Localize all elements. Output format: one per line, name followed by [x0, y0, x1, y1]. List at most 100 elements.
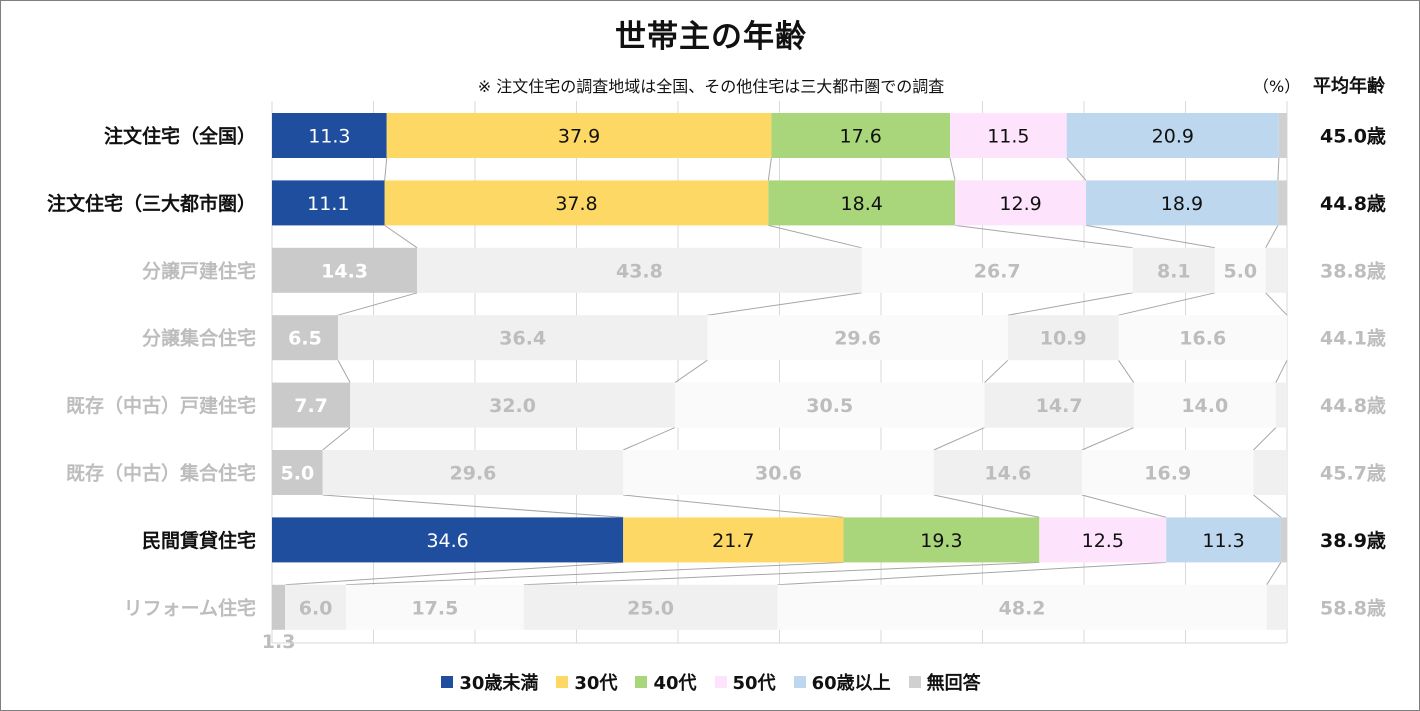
- legend: 30歳未満 30代 40代 50代 60歳以上 無回答: [1, 669, 1419, 695]
- data-label: 6.5: [288, 328, 322, 350]
- chart-subtitle: ※ 注文住宅の調査地域は全国、その他住宅は三大都市圏での調査: [477, 77, 945, 96]
- data-label: 36.4: [499, 328, 546, 350]
- bar-segment: [1066, 113, 1279, 158]
- bar-segment: [1280, 517, 1287, 563]
- bar-segment: [861, 247, 1133, 293]
- connector-line: [933, 427, 985, 451]
- connector-line: [933, 494, 1040, 518]
- connector-line: [707, 292, 862, 316]
- connector-line: [384, 157, 388, 181]
- category-label: 民間賃貸住宅: [142, 529, 256, 552]
- data-label: 29.6: [450, 463, 497, 485]
- connector-line: [1277, 157, 1280, 181]
- category-label: 分譲集合住宅: [142, 327, 256, 350]
- bar-segment: [272, 517, 624, 563]
- data-label: 30.5: [806, 395, 853, 417]
- connector-line: [984, 359, 1009, 383]
- data-label: 18.4: [841, 193, 883, 215]
- data-label: 8.1: [1157, 260, 1191, 282]
- legend-swatch: [908, 676, 921, 688]
- average-age-value: 58.8歳: [1320, 597, 1386, 619]
- bar-segment: [984, 382, 1134, 428]
- connector-line: [523, 561, 1040, 586]
- connector-line: [285, 561, 624, 586]
- category-label: 分譲戸建住宅: [142, 259, 256, 282]
- bar-segment: [417, 247, 862, 293]
- data-label: 29.6: [834, 328, 881, 350]
- category-label: 既存（中古）集合住宅: [66, 462, 256, 485]
- legend-item: 40代: [635, 669, 697, 695]
- connector-line: [1081, 494, 1167, 518]
- average-age-header: 平均年齢: [1313, 76, 1385, 97]
- connector-line: [1066, 157, 1087, 181]
- bar-segment: [1278, 113, 1287, 158]
- data-label: 17.5: [411, 597, 458, 619]
- bar-segment: [1007, 315, 1119, 361]
- legend-label: 40代: [653, 673, 697, 694]
- legend-swatch: [635, 676, 648, 688]
- connector-line: [1007, 292, 1133, 316]
- data-label: 19.3: [920, 530, 962, 552]
- bar-segment: [933, 450, 1082, 495]
- connector-line: [1118, 292, 1216, 316]
- bar-segment: [272, 247, 418, 293]
- connector-line: [1265, 292, 1288, 316]
- bar-segment: [272, 113, 387, 158]
- data-label: 34.6: [426, 530, 468, 552]
- bar-segment: [272, 180, 385, 226]
- legend-label: 50代: [732, 673, 776, 694]
- connector-line: [777, 561, 1167, 586]
- category-label: 既存（中古）戸建住宅: [66, 394, 256, 417]
- legend-item: 30歳未満: [441, 669, 538, 695]
- bar-segment: [1081, 450, 1254, 495]
- connector-line: [674, 359, 708, 384]
- connector-line: [955, 224, 1133, 249]
- connector-line: [337, 292, 418, 316]
- category-label: 注文住宅（全国）: [104, 125, 256, 148]
- data-label: 43.8: [616, 260, 663, 282]
- data-label: 11.3: [1202, 530, 1244, 552]
- data-label: 5.0: [1223, 260, 1257, 282]
- bar-segment: [1253, 450, 1287, 495]
- bar-segment: [386, 113, 772, 158]
- data-label: 14.0: [1181, 395, 1228, 417]
- bar-segment: [1265, 247, 1287, 293]
- average-age-value: 38.8歳: [1320, 260, 1386, 282]
- bar-segment: [350, 382, 675, 428]
- legend-item: 60歳以上: [793, 669, 891, 695]
- data-label: 14.6: [984, 463, 1031, 485]
- data-label: 18.9: [1161, 193, 1203, 215]
- bar-segment: [523, 584, 778, 630]
- legend-swatch: [556, 676, 569, 688]
- data-label: 11.3: [308, 126, 350, 148]
- connector-line: [1275, 359, 1288, 383]
- data-label: 14.3: [321, 260, 368, 282]
- bar-segment: [384, 180, 769, 226]
- bar-segment: [1086, 180, 1278, 226]
- legend-item: 無回答: [908, 669, 981, 695]
- connector-line: [768, 224, 862, 249]
- category-label: リフォーム住宅: [124, 596, 256, 619]
- bar-segment: [777, 584, 1267, 630]
- data-label: 7.7: [294, 395, 328, 417]
- connector-line: [322, 427, 351, 451]
- data-label: 16.9: [1144, 463, 1191, 485]
- connector-line: [623, 494, 844, 518]
- data-label: 5.0: [281, 463, 315, 485]
- average-age-value: 44.8歳: [1320, 395, 1386, 417]
- legend-label: 30代: [574, 673, 618, 694]
- bar-segment: [1133, 382, 1276, 428]
- bar-segment: [1166, 517, 1281, 563]
- chart-title: 世帯主の年齢: [615, 19, 807, 55]
- data-label: 26.7: [974, 260, 1021, 282]
- data-label: 17.6: [840, 126, 882, 148]
- bar-segment: [623, 517, 844, 563]
- legend-swatch: [441, 676, 454, 688]
- data-label: 14.7: [1036, 395, 1083, 417]
- bar-segment: [272, 315, 338, 361]
- bar-segment: [346, 584, 524, 630]
- bar-segment: [674, 382, 985, 428]
- connector-line: [1253, 494, 1282, 518]
- bar-segment: [1214, 247, 1266, 293]
